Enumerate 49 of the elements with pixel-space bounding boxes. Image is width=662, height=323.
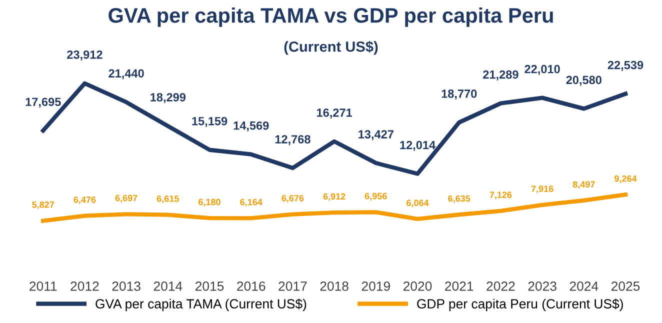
- data-label: 21,289: [483, 70, 518, 80]
- data-label: 6,064: [406, 200, 429, 208]
- data-label: 6,615: [156, 195, 179, 204]
- data-label: 6,180: [198, 198, 220, 207]
- legend-label: GDP per capita Peru (Current US$): [417, 298, 623, 312]
- chart-subtitle: (Current US$): [284, 40, 378, 55]
- x-tick-label: 2016: [237, 281, 266, 291]
- data-label: 12,768: [275, 135, 310, 146]
- data-label: 13,427: [358, 130, 394, 140]
- x-tick-label: 2022: [486, 281, 515, 291]
- x-tick-label: 2017: [278, 281, 307, 291]
- data-label: 23,912: [67, 50, 102, 61]
- data-label: 16,271: [317, 108, 352, 119]
- data-label: 18,770: [442, 90, 477, 100]
- x-tick-label: 2023: [528, 281, 556, 291]
- data-label: 5,827: [32, 201, 54, 210]
- x-tick-label: 2018: [320, 281, 348, 291]
- data-label: 7,126: [490, 192, 512, 200]
- x-tick-label: 2021: [445, 281, 474, 291]
- data-label: 6,164: [240, 198, 262, 207]
- data-label: 6,956: [364, 192, 387, 201]
- x-tick-label: 2025: [611, 281, 640, 291]
- x-tick-label: 2013: [112, 281, 140, 291]
- data-label: 18,299: [150, 93, 186, 104]
- data-label: 9,264: [614, 175, 637, 184]
- data-label: 14,569: [234, 121, 269, 132]
- data-label: 6,476: [74, 196, 96, 204]
- data-label: 12,014: [400, 140, 436, 151]
- data-label: 7,916: [531, 186, 554, 194]
- data-label: 21,440: [108, 69, 144, 80]
- data-label: 6,912: [323, 193, 346, 201]
- data-label: 15,159: [192, 116, 228, 128]
- chart-title: GVA per capita TAMA vs GDP per capita Peru: [108, 8, 553, 27]
- x-tick-label: 2024: [570, 281, 598, 291]
- data-label: 8,497: [572, 181, 595, 189]
- data-label: 6,676: [282, 195, 304, 203]
- x-tick-label: 2015: [196, 281, 224, 291]
- data-label: 17,695: [26, 98, 61, 108]
- x-tick-label: 2020: [403, 281, 432, 291]
- x-tick-label: 2014: [154, 281, 182, 291]
- data-label: 22,010: [524, 64, 560, 75]
- x-tick-label: 2011: [30, 281, 57, 291]
- legend-label: GVA per capita TAMA (Current US$): [96, 298, 306, 312]
- data-label: 20,580: [566, 76, 602, 86]
- data-label: 6,697: [115, 194, 138, 203]
- x-tick-label: 2012: [70, 281, 99, 291]
- x-tick-label: 2019: [362, 281, 390, 291]
- data-label: 22,539: [608, 60, 644, 71]
- data-label: 6,635: [448, 195, 470, 204]
